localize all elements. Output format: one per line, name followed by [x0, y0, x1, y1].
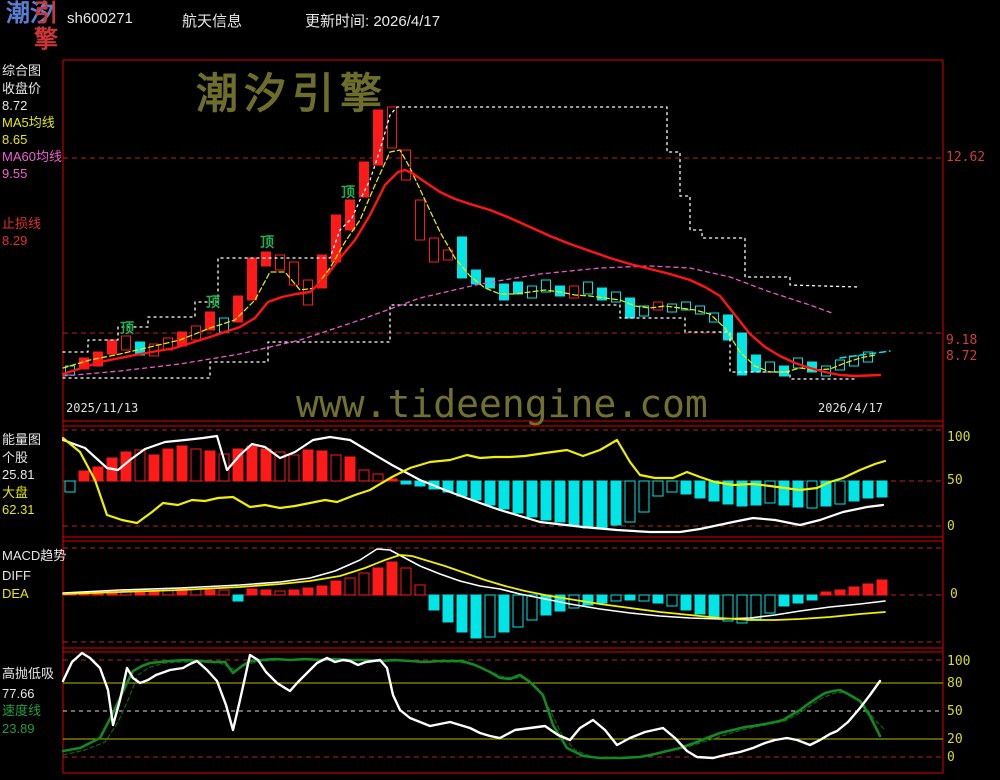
- main-chart-title: 综合图: [2, 63, 42, 78]
- volume-panel-title: 能量图: [2, 432, 42, 447]
- top-marker: 顶: [206, 294, 220, 310]
- macd-panel-title: MACD趋势: [2, 548, 67, 563]
- app-logo: 潮汐 引擎: [6, 1, 66, 56]
- date-start: 2025/11/13: [66, 401, 139, 415]
- stock-energy-label: 个股: [2, 450, 29, 465]
- ma60-label: MA60均线: [2, 149, 62, 164]
- stop-loss-line: [61, 168, 882, 378]
- brand-watermark: 潮汐引擎: [196, 70, 389, 117]
- date-end: 2026/4/17: [818, 401, 884, 415]
- speed-line: [61, 657, 882, 760]
- top-marker: 顶: [341, 184, 355, 200]
- main_chart-axis-label: 8.72: [946, 349, 978, 364]
- close-price-value: 8.72: [2, 98, 28, 113]
- close-price-label: 收盘价: [2, 81, 42, 96]
- ma60: [62, 265, 833, 377]
- top-marker: 顶: [260, 234, 274, 250]
- market-energy-label: 大盘: [2, 485, 29, 500]
- market-energy-value: 62.31: [2, 502, 35, 517]
- diff-label: DIFF: [2, 568, 31, 583]
- dea-label: DEA: [2, 586, 29, 601]
- header-bar: 潮汐 引擎 sh600271 航天信息 更新时间: 2026/4/17: [0, 0, 1000, 57]
- main_chart-axis-label: 9.18: [946, 333, 978, 348]
- ma5-value: 8.65: [2, 132, 28, 147]
- top-marker: 顶: [120, 320, 134, 336]
- upper-band: [62, 106, 859, 353]
- site-watermark: www.tideengine.com: [296, 382, 708, 426]
- stock-name: 航天信息: [182, 13, 243, 30]
- ma5-label: MA5均线: [2, 115, 55, 130]
- stock-code: sh600271: [67, 10, 133, 27]
- lower-band: [62, 304, 859, 380]
- oscillator_panel-axis-label: 100: [947, 654, 971, 669]
- oscillator_panel-axis-label: 0: [947, 750, 955, 765]
- oscillator_panel-axis-label: 80: [947, 676, 963, 691]
- speed-line-label: 速度线: [2, 703, 42, 718]
- volume_panel-axis-label: 0: [947, 519, 955, 534]
- dea: [62, 554, 886, 621]
- ma60-value: 9.55: [2, 166, 28, 181]
- logo-red-chars: 引擎: [34, 0, 58, 53]
- speed-line-value: 23.89: [2, 721, 35, 736]
- stop-loss-value: 8.29: [2, 233, 28, 248]
- oscillator_panel-axis-label: 20: [947, 732, 963, 747]
- market-energy: [61, 436, 887, 525]
- oscillator-value: 77.66: [2, 686, 35, 701]
- diff: [62, 548, 886, 620]
- volume_panel-axis-label: 50: [947, 473, 963, 488]
- oscillator_panel-axis-label: 50: [947, 704, 963, 719]
- tail-dash: [839, 350, 891, 359]
- macd_panel-axis-label: 0: [950, 587, 958, 602]
- main_chart-axis-label: 12.62: [946, 150, 986, 165]
- oscillator-line: [61, 651, 882, 760]
- ma5: [62, 149, 876, 373]
- oscillator-panel-title: 高抛低吸: [2, 666, 55, 681]
- stock-energy-value: 25.81: [2, 467, 35, 482]
- volume_panel-axis-label: 100: [947, 430, 971, 445]
- update-time: 更新时间: 2026/4/17: [305, 13, 441, 30]
- stock-energy: [61, 434, 885, 534]
- logo-blue-chars: 潮汐: [6, 0, 54, 27]
- stop-loss-label: 止损线: [2, 216, 42, 231]
